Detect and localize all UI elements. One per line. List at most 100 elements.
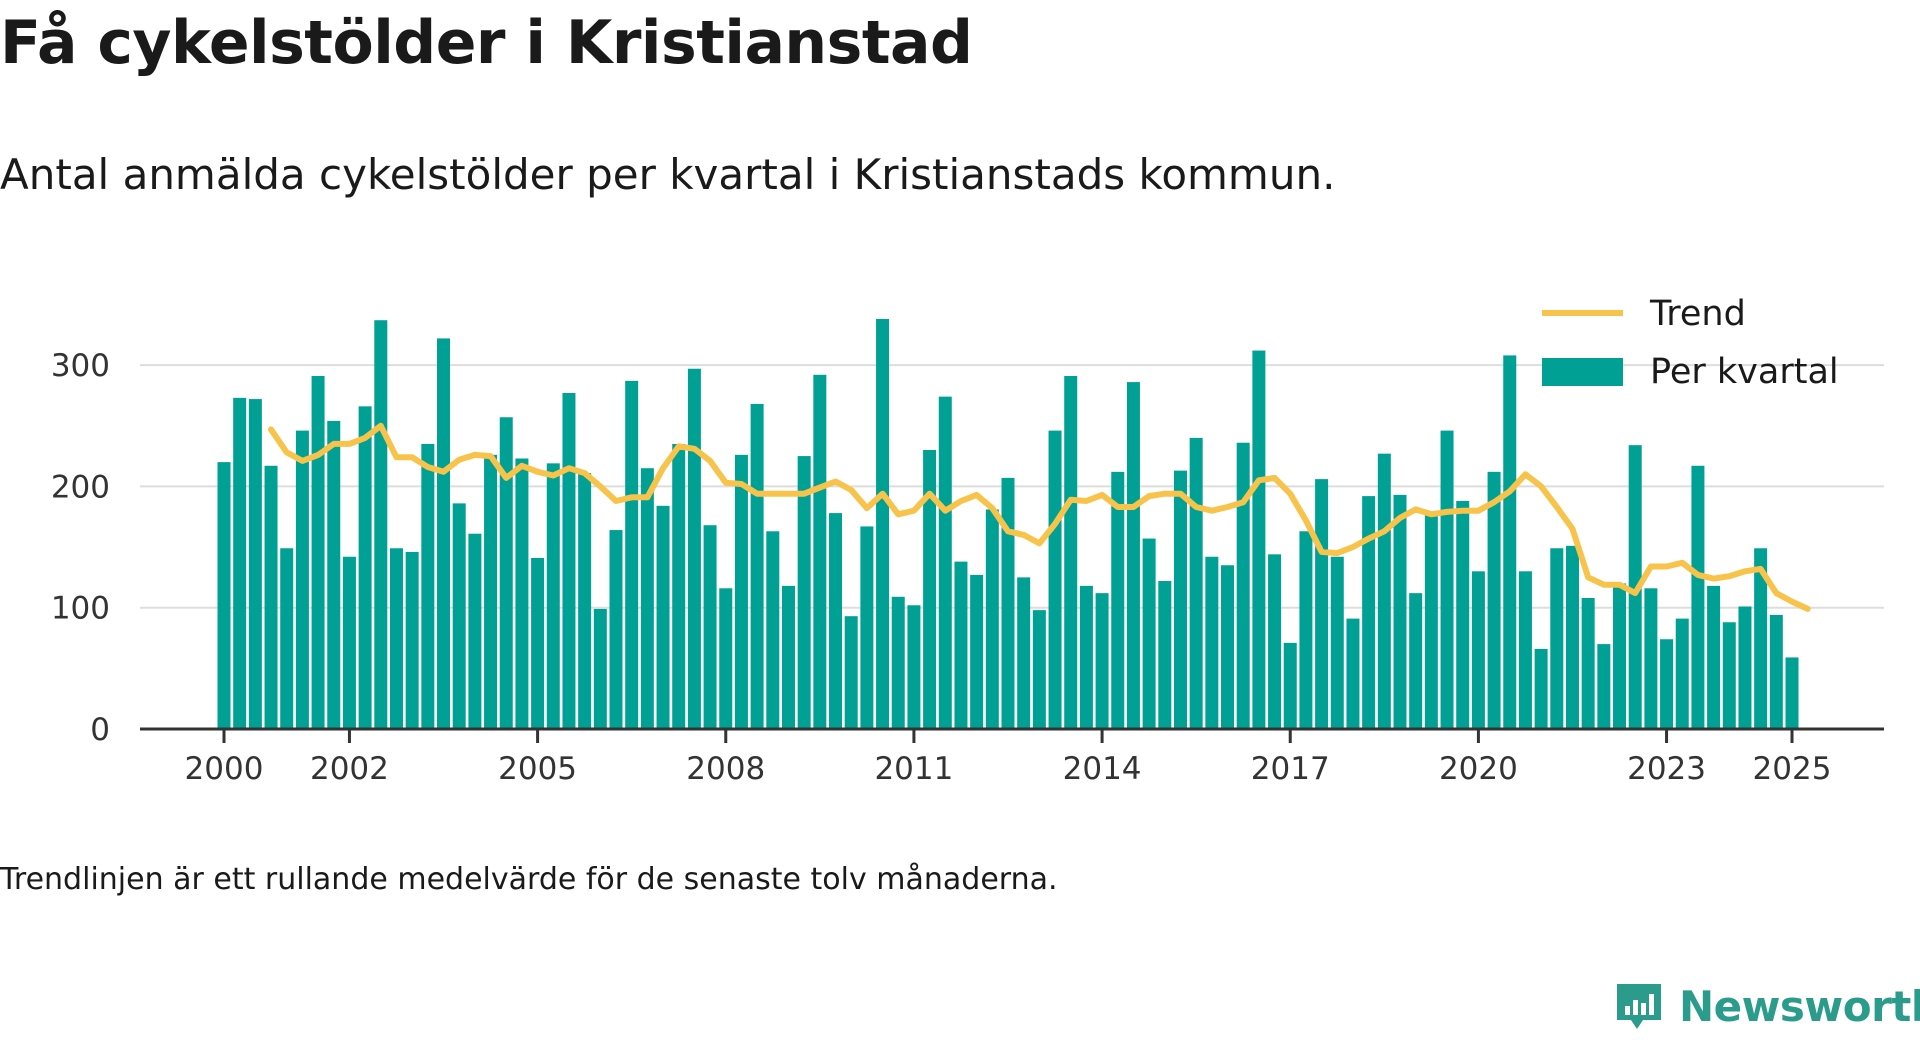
bar bbox=[578, 473, 592, 729]
bar bbox=[405, 551, 419, 729]
bar bbox=[421, 443, 435, 729]
bar bbox=[1221, 565, 1235, 729]
legend-bar-label: Per kvartal bbox=[1650, 352, 1839, 392]
bar bbox=[1769, 614, 1783, 729]
bar bbox=[891, 596, 905, 729]
bar bbox=[656, 505, 670, 729]
x-tick-label: 2005 bbox=[498, 751, 577, 787]
bar bbox=[1079, 585, 1093, 729]
bar bbox=[844, 616, 858, 729]
bar bbox=[985, 509, 999, 729]
bar bbox=[1409, 593, 1423, 729]
bar bbox=[1268, 554, 1282, 729]
newsworthy-logo-icon bbox=[1617, 984, 1661, 1029]
bar bbox=[374, 320, 388, 729]
bar bbox=[876, 319, 890, 729]
bar bbox=[923, 450, 937, 729]
bar bbox=[593, 608, 607, 729]
bar bbox=[1330, 556, 1344, 729]
bar bbox=[468, 533, 482, 729]
bar bbox=[280, 548, 294, 729]
y-tick-label: 0 bbox=[90, 712, 110, 748]
bar bbox=[499, 417, 513, 729]
bar bbox=[1440, 430, 1454, 729]
bar bbox=[1362, 496, 1376, 729]
bar bbox=[1518, 571, 1532, 729]
bar bbox=[452, 503, 466, 729]
bar bbox=[1503, 355, 1517, 729]
bar bbox=[1471, 571, 1485, 729]
bar bbox=[1064, 376, 1078, 729]
bar bbox=[687, 368, 701, 729]
brand-logo[interactable]: Newsworthy bbox=[1613, 980, 1920, 1032]
bar bbox=[1722, 622, 1736, 729]
bar bbox=[1487, 471, 1501, 729]
x-tick-label: 2014 bbox=[1063, 751, 1142, 787]
bar bbox=[1126, 382, 1140, 729]
bar bbox=[295, 430, 309, 729]
bar bbox=[970, 574, 984, 729]
y-tick-label: 300 bbox=[51, 348, 110, 384]
bar-series-per-kvartal bbox=[217, 319, 1799, 729]
bar bbox=[1675, 618, 1689, 729]
bar bbox=[1377, 453, 1391, 729]
bar bbox=[1534, 648, 1548, 729]
bar bbox=[248, 399, 262, 729]
trend-line bbox=[268, 422, 1811, 612]
x-tick-label: 2000 bbox=[185, 751, 264, 787]
bar bbox=[531, 557, 545, 729]
bar bbox=[515, 458, 529, 729]
bar bbox=[562, 392, 576, 729]
bar bbox=[264, 465, 278, 729]
bar bbox=[1189, 437, 1203, 729]
bar bbox=[1017, 577, 1031, 729]
bar bbox=[766, 531, 780, 729]
bar bbox=[797, 456, 811, 729]
bar bbox=[1048, 430, 1062, 729]
bar bbox=[233, 397, 247, 729]
bar bbox=[860, 526, 874, 729]
bar bbox=[1565, 545, 1579, 729]
bar bbox=[484, 454, 498, 729]
bar bbox=[389, 548, 403, 729]
y-tick-label: 200 bbox=[51, 469, 110, 505]
x-axis-ticks: 2000 2002 2005 2008 2011 2014 2017 2020 2023 2025 bbox=[185, 729, 1832, 787]
bar bbox=[1205, 556, 1219, 729]
bar bbox=[437, 338, 451, 729]
bar bbox=[1707, 585, 1721, 729]
footnote: Trendlinjen är ett rullande medelvärde f… bbox=[0, 862, 1058, 897]
bar bbox=[1644, 588, 1658, 729]
bar bbox=[640, 468, 654, 729]
legend-trend-label: Trend bbox=[1649, 294, 1746, 334]
bar bbox=[1346, 618, 1360, 729]
x-tick-label: 2002 bbox=[310, 751, 389, 787]
bar bbox=[1785, 657, 1799, 729]
bar bbox=[311, 376, 325, 729]
legend-bar-swatch bbox=[1542, 358, 1623, 386]
bar bbox=[734, 454, 748, 729]
bar bbox=[1613, 583, 1627, 729]
bar bbox=[1393, 494, 1407, 729]
brand-name: Newsworthy bbox=[1679, 981, 1920, 1031]
bar bbox=[1315, 479, 1329, 729]
bar bbox=[546, 463, 560, 729]
bar bbox=[829, 513, 843, 729]
bar bbox=[954, 561, 968, 729]
bar bbox=[1236, 442, 1250, 729]
bar bbox=[217, 462, 231, 729]
bar bbox=[1581, 597, 1595, 729]
bar bbox=[1550, 548, 1564, 729]
x-tick-label: 2008 bbox=[686, 751, 765, 787]
bar bbox=[1597, 644, 1611, 729]
bar bbox=[1754, 548, 1768, 729]
bar bbox=[813, 374, 827, 729]
y-axis-ticks: 0 100 200 300 bbox=[51, 348, 110, 748]
x-tick-label: 2025 bbox=[1753, 751, 1832, 787]
bar bbox=[1456, 500, 1470, 729]
legend: Trend Per kvartal bbox=[1542, 294, 1839, 392]
bar bbox=[358, 406, 372, 729]
bar bbox=[625, 380, 639, 729]
chart-title: Få cykelstölder i Kristianstad bbox=[0, 8, 973, 78]
x-tick-label: 2017 bbox=[1251, 751, 1330, 787]
x-tick-label: 2011 bbox=[874, 751, 953, 787]
